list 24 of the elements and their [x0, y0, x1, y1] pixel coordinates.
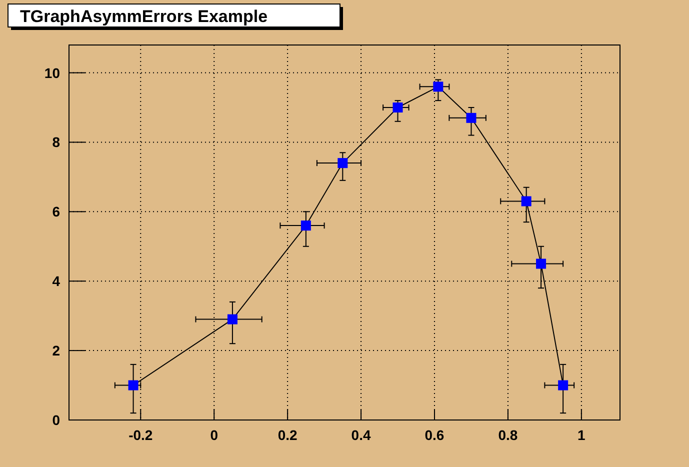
y-tick-label: 6	[52, 204, 60, 220]
point	[338, 158, 348, 168]
x-tick-label: 0	[210, 427, 218, 443]
x-tick-label: 0.2	[278, 427, 298, 443]
point	[392, 102, 403, 112]
chart-title: TGraphAsymmErrors Example	[20, 7, 268, 26]
y-tick-label: 8	[52, 134, 60, 150]
point	[433, 82, 444, 92]
y-tick-label: 2	[52, 342, 60, 359]
x-tick-label: 0.4	[351, 427, 371, 443]
x-tick-label: 1	[578, 427, 586, 443]
x-tick-label: -0.2	[128, 427, 153, 443]
point	[466, 112, 476, 123]
point	[300, 220, 311, 231]
x-tick-label: 0.6	[424, 427, 444, 443]
y-tick-label: 4	[52, 273, 60, 290]
point	[128, 380, 138, 390]
x-tick-label: 0.8	[498, 427, 518, 443]
y-tick-label: 10	[44, 64, 60, 81]
y-tick-label: 0	[52, 412, 60, 428]
point	[536, 258, 546, 269]
point	[227, 314, 238, 324]
point	[521, 196, 532, 206]
point	[558, 380, 568, 390]
